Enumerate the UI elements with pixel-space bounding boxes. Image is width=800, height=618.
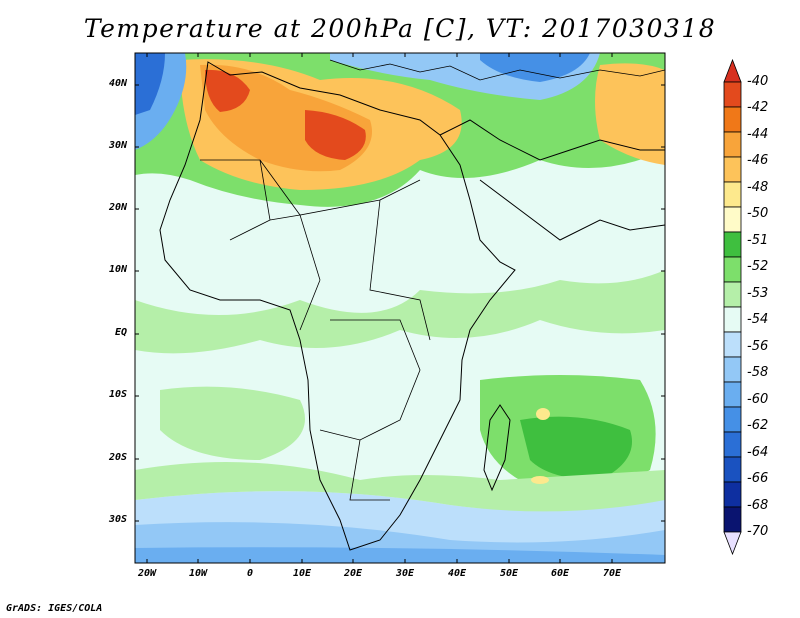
- legend-label: -56: [747, 338, 769, 354]
- legend-arrow-bottom: [723, 531, 742, 556]
- legend-swatch: [723, 256, 742, 283]
- madagascar-coastline: [483, 404, 511, 492]
- lon-label: 30E: [395, 568, 415, 579]
- legend-swatch: [723, 281, 742, 308]
- legend-label: -53: [747, 285, 769, 301]
- warm-region-arabia-east: [595, 63, 665, 166]
- lat-label: 30S: [108, 514, 127, 525]
- legend-swatch: [723, 381, 742, 408]
- legend-swatch: [723, 231, 742, 258]
- lat-label: 20S: [108, 452, 127, 463]
- axis-ticks: [135, 53, 665, 563]
- legend-label: -64: [747, 444, 769, 460]
- legend-label: -68: [747, 497, 769, 513]
- lat-label: 20N: [108, 202, 127, 213]
- lon-label: 60E: [550, 568, 570, 579]
- legend-swatch: [723, 481, 742, 508]
- lon-label: 50E: [499, 568, 519, 579]
- legend-label: -60: [747, 391, 769, 407]
- legend-label: -70: [747, 524, 769, 539]
- legend-swatch: [723, 106, 742, 133]
- lat-label: EQ: [114, 327, 127, 338]
- legend-swatch: [723, 306, 742, 333]
- legend-label: -51: [747, 232, 769, 248]
- legend-label: -52: [747, 259, 769, 275]
- legend-label: -46: [747, 153, 769, 169]
- lat-label: 10N: [108, 264, 127, 275]
- green-band-south: [135, 462, 665, 512]
- coldest-region-northwest: [135, 53, 165, 115]
- legend-swatch: [723, 356, 742, 383]
- green-band-equator: [135, 270, 665, 354]
- legend-label: -44: [747, 126, 769, 142]
- legend-swatch: [723, 331, 742, 358]
- asia-coastline: [439, 119, 665, 161]
- warm-core-morocco: [205, 69, 250, 112]
- credit-text: GrADS: IGES/COLA: [6, 603, 103, 614]
- legend-swatch: [723, 506, 742, 533]
- temperature-field: [135, 53, 665, 563]
- legend-label: -48: [747, 179, 769, 195]
- map-frame: [134, 52, 666, 564]
- legend-label: -66: [747, 471, 769, 487]
- lon-label: 70E: [602, 568, 622, 579]
- legend-arrow-top: [723, 58, 742, 83]
- lat-label: 40N: [108, 78, 127, 89]
- legend-label: -42: [747, 100, 769, 116]
- legend-label: -54: [747, 312, 769, 328]
- lon-label: 40E: [447, 568, 467, 579]
- legend-colorbar: [723, 58, 742, 556]
- legend-label: -62: [747, 418, 769, 434]
- legend-label: -58: [747, 365, 769, 381]
- warm-spot-mascarene: [536, 408, 550, 420]
- arabia-coastline: [479, 179, 665, 241]
- legend-swatch: [723, 456, 742, 483]
- colder-region-mediterranean: [480, 53, 590, 82]
- africa-coastline: [159, 61, 516, 551]
- lon-label: 20E: [343, 568, 363, 579]
- legend-swatch: [723, 206, 742, 233]
- legend-label: -50: [747, 206, 769, 222]
- legend-swatch: [723, 181, 742, 208]
- europe-coastline: [329, 59, 665, 81]
- lon-label: 20W: [137, 568, 157, 579]
- legend-label: -40: [747, 74, 769, 89]
- warmest-core-libya: [305, 110, 366, 160]
- legend-swatch: [723, 156, 742, 183]
- green-core-indian-ocean: [520, 416, 632, 480]
- lon-label: 10E: [292, 568, 312, 579]
- coldest-band-south: [135, 547, 665, 563]
- legend-swatch: [723, 81, 742, 108]
- warm-spot-indian-ocean: [531, 476, 549, 484]
- lon-label: 0: [246, 568, 254, 579]
- legend-swatch: [723, 431, 742, 458]
- page-title: Temperature at 200hPa [C], VT: 201703031…: [83, 14, 717, 43]
- lat-label: 30N: [108, 140, 127, 151]
- country-borders: [200, 159, 431, 501]
- green-patch-atlantic: [160, 386, 305, 460]
- lon-label: 10W: [188, 568, 208, 579]
- lat-label: 10S: [108, 389, 127, 400]
- legend-swatch: [723, 131, 742, 158]
- legend-swatch: [723, 406, 742, 433]
